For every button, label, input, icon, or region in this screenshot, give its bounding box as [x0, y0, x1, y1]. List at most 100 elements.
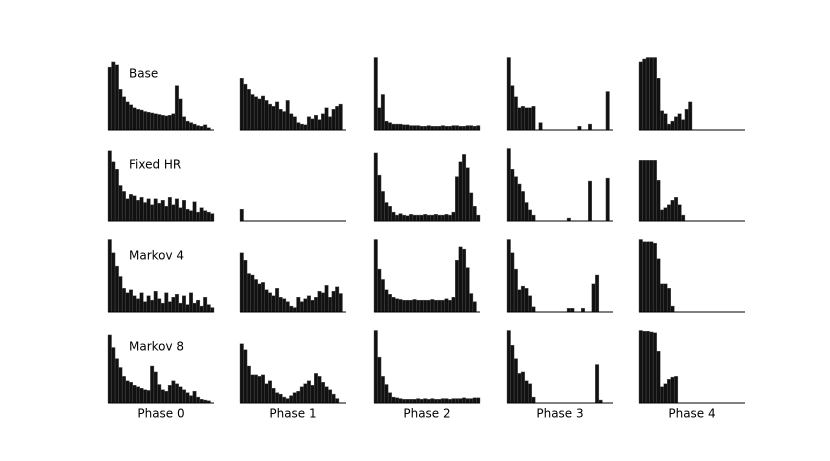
bar [409, 399, 414, 404]
bar [433, 126, 438, 131]
bar [667, 123, 671, 131]
bar [192, 201, 197, 222]
bar [189, 292, 193, 313]
bar [253, 374, 258, 404]
panel-label: Base [129, 67, 158, 81]
bar [206, 304, 211, 313]
bar [328, 297, 333, 313]
x-axis-label: Phase 0 [137, 407, 184, 421]
bar [306, 116, 311, 131]
bar [328, 389, 333, 404]
bar [296, 390, 301, 404]
bar [645, 241, 650, 313]
bar [588, 123, 592, 131]
bar [409, 299, 414, 313]
bar [150, 112, 155, 131]
bar [174, 198, 179, 222]
bar [591, 283, 596, 313]
bar [670, 305, 675, 313]
bar [292, 116, 297, 131]
bar [157, 203, 162, 222]
bar [398, 398, 403, 404]
x-axis-label: Phase 1 [269, 407, 316, 421]
bar [677, 113, 682, 131]
bar [398, 213, 403, 222]
bar [437, 299, 442, 313]
bar [409, 125, 414, 131]
bar [469, 293, 474, 313]
bar [114, 64, 119, 131]
bar [289, 395, 294, 404]
bar [531, 396, 536, 404]
bar [239, 252, 244, 313]
bar [150, 299, 155, 313]
bar [153, 198, 158, 222]
bar [423, 299, 428, 313]
bar [681, 119, 686, 131]
bar [139, 292, 144, 313]
bar [239, 208, 244, 222]
bar [246, 89, 251, 131]
bar [642, 160, 647, 222]
bar [306, 380, 311, 404]
bar [199, 207, 204, 222]
bar [171, 380, 176, 404]
bar [506, 330, 511, 404]
bar [268, 380, 272, 404]
bar [451, 125, 456, 131]
bar [638, 239, 643, 313]
bar [324, 386, 329, 404]
bar [380, 94, 385, 131]
bar [642, 58, 647, 131]
bar [510, 168, 515, 222]
bar [605, 91, 610, 131]
bar [310, 385, 315, 404]
bar [111, 161, 116, 222]
bar [278, 297, 283, 313]
bar [128, 194, 133, 222]
bar [285, 301, 290, 313]
bar [199, 126, 204, 131]
bar [317, 291, 322, 313]
bar [513, 268, 518, 313]
bar [405, 299, 410, 313]
bar [513, 358, 518, 404]
bar [462, 126, 467, 131]
bar [405, 124, 410, 131]
bar [670, 376, 675, 404]
bar [458, 126, 463, 131]
bar [377, 268, 382, 313]
bar [171, 113, 176, 131]
panel-label: Markov 4 [129, 249, 184, 263]
bar [448, 299, 452, 313]
bar [164, 292, 169, 313]
bar [566, 308, 571, 313]
bar [642, 331, 647, 404]
bar [118, 276, 123, 313]
bar [178, 302, 183, 313]
bar [476, 214, 481, 222]
bar [292, 307, 297, 313]
bar [426, 399, 431, 404]
bar [189, 210, 193, 222]
bar [448, 214, 452, 222]
bar [531, 106, 536, 131]
bar [164, 205, 169, 222]
bar [419, 126, 424, 131]
bar [588, 180, 592, 222]
bar [136, 386, 140, 404]
bar [174, 383, 179, 404]
bar [455, 176, 459, 222]
bar [395, 123, 399, 131]
bar [670, 120, 675, 131]
bar [132, 195, 137, 222]
bar [649, 331, 654, 404]
bar [192, 302, 197, 313]
bar [472, 397, 477, 404]
bar [538, 122, 543, 131]
bar [528, 383, 532, 404]
bar [303, 383, 308, 404]
bar [185, 120, 190, 131]
bar [444, 298, 449, 313]
bar [405, 215, 410, 222]
